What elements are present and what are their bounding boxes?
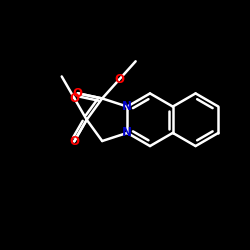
Text: N: N bbox=[122, 126, 132, 140]
Text: O: O bbox=[114, 73, 124, 86]
Text: O: O bbox=[69, 92, 79, 104]
Text: O: O bbox=[69, 135, 79, 148]
Text: N: N bbox=[122, 100, 132, 113]
Text: O: O bbox=[73, 87, 83, 100]
